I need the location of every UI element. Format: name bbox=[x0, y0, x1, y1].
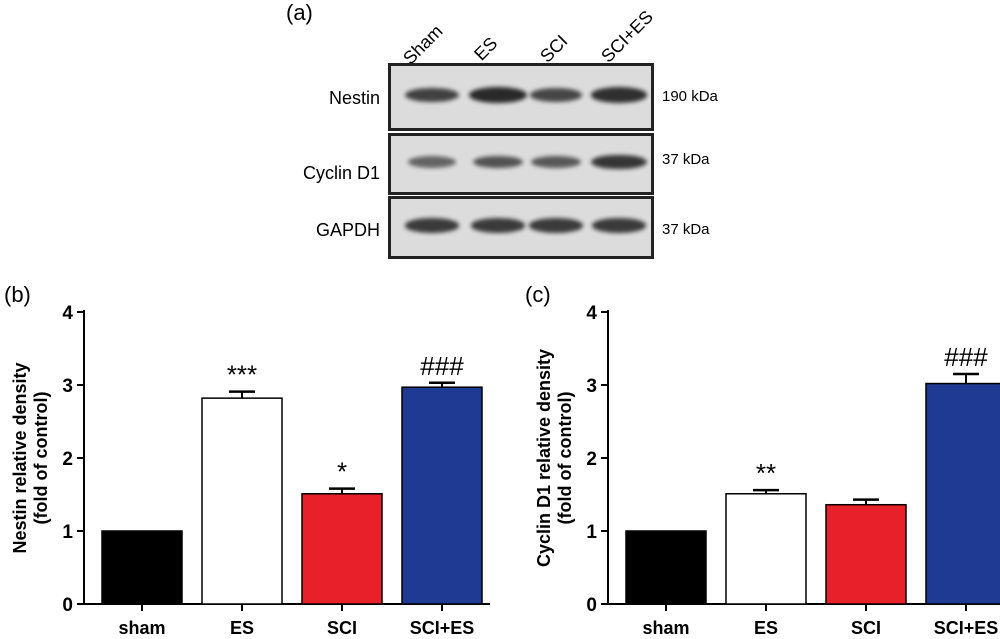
significance-marker: ### bbox=[420, 351, 464, 381]
blot-band bbox=[404, 218, 460, 233]
y-tick-label: 0 bbox=[586, 595, 597, 616]
blot-band bbox=[405, 88, 459, 102]
lane-label-es: ES bbox=[470, 33, 502, 65]
nestin-bar-chart: Nestin relative density(fold of control)… bbox=[10, 303, 490, 638]
y-tick-label: 0 bbox=[62, 595, 73, 616]
protein-label-gapdh: GAPDH bbox=[315, 220, 380, 240]
bar bbox=[201, 397, 283, 605]
x-tick-label: SCI+ES bbox=[410, 618, 475, 638]
lane-label-sci: SCI bbox=[536, 30, 572, 67]
bar bbox=[925, 382, 1000, 605]
bar bbox=[725, 493, 807, 605]
y-axis-label-line2: (fold of control) bbox=[31, 392, 51, 525]
lane-label-sham: Sham bbox=[399, 20, 447, 69]
y-tick-label: 3 bbox=[586, 376, 597, 397]
blot-band bbox=[528, 218, 584, 233]
blot-strip-cyclin-d1 bbox=[388, 133, 654, 195]
y-axis-label-line1: Cyclin D1 relative density bbox=[534, 349, 554, 567]
blot-band bbox=[407, 156, 457, 168]
x-tick-label: SCI+ES bbox=[934, 618, 999, 638]
bar bbox=[101, 530, 183, 605]
bar bbox=[301, 493, 383, 605]
blot-band bbox=[591, 218, 647, 233]
panel-b-label: (b) bbox=[4, 282, 31, 307]
y-tick-label: 1 bbox=[586, 522, 597, 543]
y-tick-label: 2 bbox=[586, 449, 597, 470]
x-tick-label: sham bbox=[642, 618, 689, 638]
significance-marker: ** bbox=[756, 458, 776, 488]
y-axis-label-line2: (fold of control) bbox=[555, 392, 575, 525]
cyclin-d1-bar-chart: Cyclin D1 relative density(fold of contr… bbox=[534, 303, 1000, 638]
kda-label-gapdh: 37 kDa bbox=[662, 221, 710, 238]
y-axis-label: Cyclin D1 relative density(fold of contr… bbox=[534, 349, 575, 567]
y-tick-label: 4 bbox=[62, 303, 73, 324]
x-tick-label: SCI bbox=[327, 618, 357, 638]
kda-label-nestin: 190 kDa bbox=[662, 88, 718, 105]
protein-label-cyclin-d1: Cyclin D1 bbox=[302, 163, 380, 183]
kda-label-cyclin-d1: 37 kDa bbox=[662, 151, 710, 168]
x-tick-label: ES bbox=[754, 618, 778, 638]
blot-band bbox=[529, 88, 583, 102]
blot-band bbox=[470, 218, 526, 233]
significance-marker: ### bbox=[944, 342, 988, 372]
blot-band bbox=[531, 155, 581, 169]
bar bbox=[825, 503, 907, 605]
significance-marker: *** bbox=[227, 360, 257, 390]
x-tick-label: ES bbox=[230, 618, 254, 638]
protein-label-nestin: Nestin bbox=[328, 88, 380, 108]
y-axis-label-line1: Nestin relative density bbox=[10, 362, 30, 553]
panel-a-label: (a) bbox=[286, 0, 313, 25]
blot-strip-gapdh bbox=[388, 196, 654, 259]
lane-label-sci-es: SCI+ES bbox=[597, 6, 657, 67]
bar bbox=[401, 386, 483, 605]
blot-band bbox=[591, 154, 647, 170]
x-tick-label: sham bbox=[118, 618, 165, 638]
blot-strip-nestin bbox=[388, 63, 654, 131]
blot-band bbox=[590, 87, 648, 103]
significance-marker: * bbox=[337, 457, 347, 487]
bar bbox=[625, 530, 707, 605]
y-tick-label: 3 bbox=[62, 376, 73, 397]
blot-band bbox=[472, 155, 524, 169]
y-axis-label: Nestin relative density(fold of control) bbox=[10, 362, 51, 553]
x-tick-label: SCI bbox=[851, 618, 881, 638]
blot-band bbox=[469, 87, 527, 103]
y-tick-label: 1 bbox=[62, 522, 73, 543]
y-tick-label: 2 bbox=[62, 449, 73, 470]
y-tick-label: 4 bbox=[586, 303, 597, 324]
panel-c-label: (c) bbox=[525, 282, 551, 307]
